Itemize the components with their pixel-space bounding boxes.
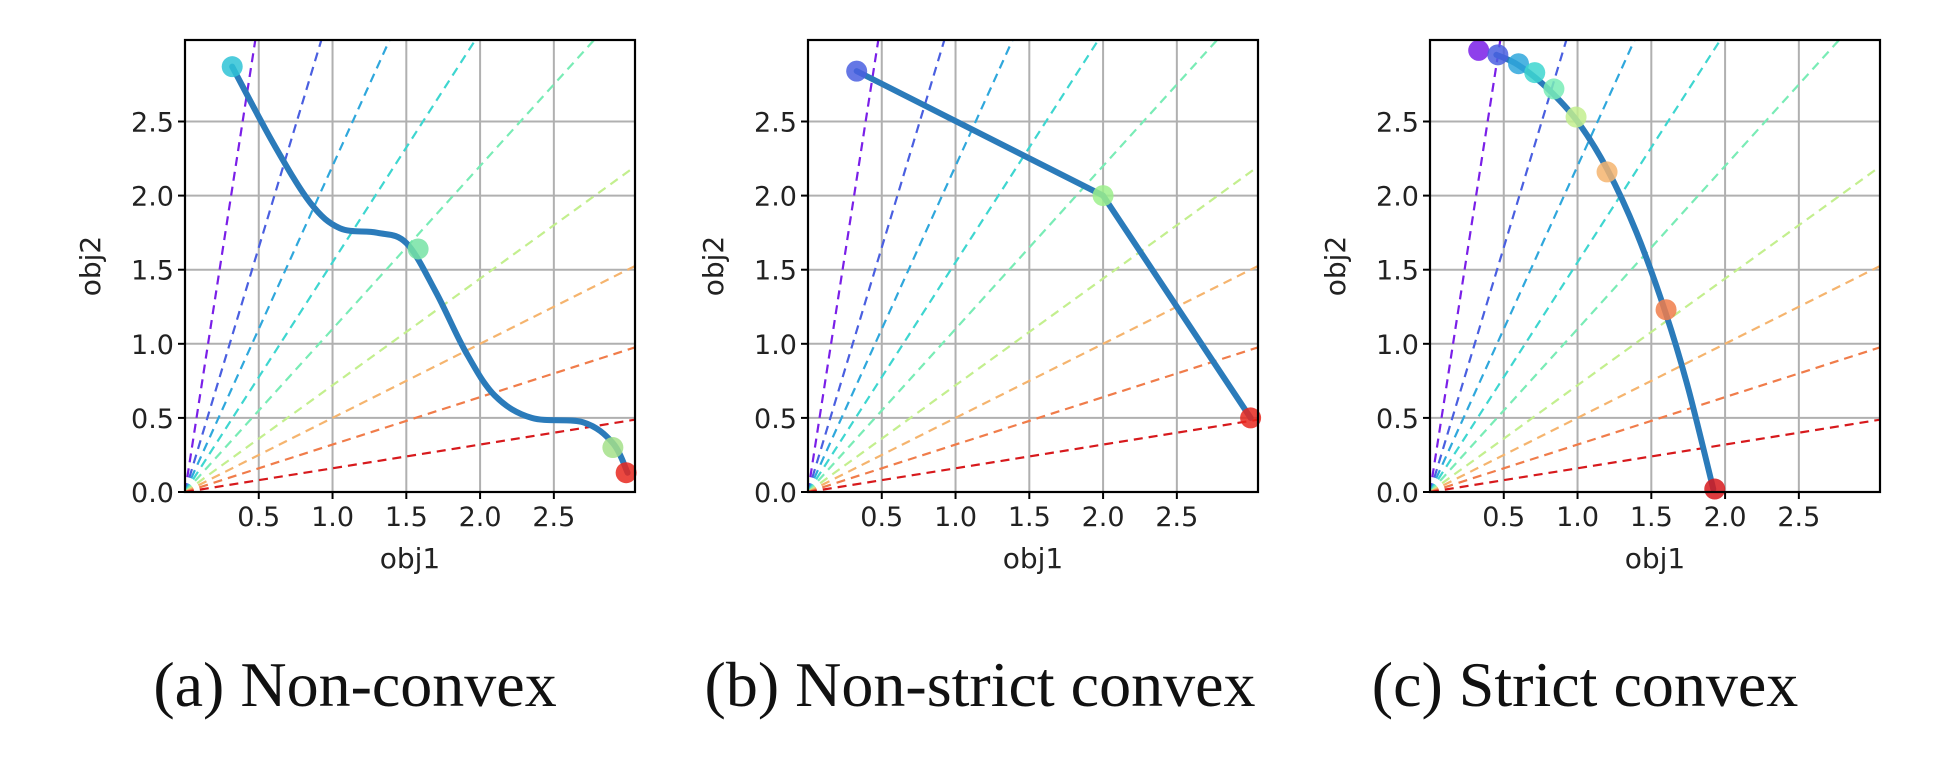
solution-point bbox=[221, 56, 243, 78]
preference-ray bbox=[185, 40, 391, 492]
solution-point bbox=[1508, 53, 1530, 75]
x-tick-label: 2.5 bbox=[1155, 502, 1198, 533]
solution-point bbox=[1092, 185, 1114, 207]
y-axis-label: obj2 bbox=[1319, 236, 1352, 297]
x-tick-label: 1.5 bbox=[1630, 502, 1673, 533]
y-tick-label: 1.5 bbox=[131, 256, 174, 287]
y-tick-label: 2.0 bbox=[131, 182, 174, 213]
panel-caption: (a) Non-convex bbox=[153, 649, 556, 720]
x-tick-label: 2.5 bbox=[1777, 502, 1820, 533]
plot-frame bbox=[183, 38, 637, 494]
preference-ray bbox=[808, 165, 1258, 492]
x-tick-label: 0.5 bbox=[860, 502, 903, 533]
preference-ray bbox=[185, 346, 635, 492]
pareto-front-curve bbox=[229, 63, 631, 476]
x-axis-label: obj1 bbox=[1625, 542, 1686, 575]
y-tick-label: 2.5 bbox=[131, 108, 174, 139]
y-tick-label: 0.0 bbox=[131, 478, 174, 509]
y-tick-label: 2.5 bbox=[754, 108, 797, 139]
solution-point bbox=[1704, 478, 1726, 500]
preference-ray bbox=[808, 418, 1258, 492]
solution-point bbox=[407, 238, 429, 260]
y-tick-label: 0.5 bbox=[131, 404, 174, 435]
preference-ray bbox=[808, 346, 1258, 492]
solution-point bbox=[1487, 44, 1509, 66]
y-tick-label: 1.0 bbox=[131, 330, 174, 361]
x-tick-label: 2.0 bbox=[459, 502, 502, 533]
preference-ray bbox=[1430, 165, 1880, 492]
x-tick-label: 0.5 bbox=[237, 502, 280, 533]
x-tick-label: 2.5 bbox=[532, 502, 575, 533]
x-axis-label: obj1 bbox=[1003, 542, 1064, 575]
solution-point bbox=[1596, 161, 1618, 183]
plot-area bbox=[808, 40, 1258, 492]
solution-point bbox=[1468, 39, 1490, 61]
y-tick-label: 0.0 bbox=[1376, 478, 1419, 509]
y-tick-label: 1.5 bbox=[754, 256, 797, 287]
x-tick-label: 1.0 bbox=[311, 502, 354, 533]
preference-ray bbox=[1430, 264, 1880, 492]
preference-ray bbox=[1430, 346, 1880, 492]
panel-c: 0.5 1.0 1.5 2.0 2.5 0.0 0.5 1.0 1.5 2.0 2.5 obj1 obj… bbox=[1319, 38, 1882, 720]
y-axis-label: obj2 bbox=[74, 236, 107, 297]
plot-frame bbox=[1428, 38, 1882, 494]
y-tick-label: 2.5 bbox=[1376, 108, 1419, 139]
x-tick-label: 1.5 bbox=[1008, 502, 1051, 533]
y-tick-label: 0.0 bbox=[754, 478, 797, 509]
panel-b: 0.5 1.0 1.5 2.0 2.5 0.0 0.5 1.0 1.5 2.0 2.5 obj1 obj… bbox=[697, 38, 1262, 720]
preference-ray bbox=[1430, 40, 1722, 492]
x-tick-label: 1.0 bbox=[1556, 502, 1599, 533]
solution-point bbox=[1655, 299, 1677, 321]
x-tick-label: 1.0 bbox=[934, 502, 977, 533]
preference-ray bbox=[185, 165, 635, 492]
panel-caption: (b) Non-strict convex bbox=[705, 649, 1256, 720]
preference-ray bbox=[808, 40, 1100, 492]
solution-point bbox=[1524, 62, 1546, 84]
solution-point bbox=[615, 462, 637, 484]
y-tick-label: 1.5 bbox=[1376, 256, 1419, 287]
preference-ray bbox=[808, 264, 1258, 492]
y-tick-label: 0.5 bbox=[1376, 404, 1419, 435]
x-axis-label: obj1 bbox=[380, 542, 441, 575]
x-tick-label: 1.5 bbox=[385, 502, 428, 533]
solution-point bbox=[1240, 407, 1262, 429]
preference-ray bbox=[1430, 40, 1636, 492]
solution-point bbox=[1543, 78, 1565, 100]
x-tick-label: 2.0 bbox=[1704, 502, 1747, 533]
solution-point bbox=[846, 60, 868, 82]
y-tick-label: 1.0 bbox=[1376, 330, 1419, 361]
preference-ray bbox=[185, 40, 477, 492]
plot-frame bbox=[806, 38, 1260, 494]
plot-area bbox=[185, 40, 635, 492]
preference-ray bbox=[185, 264, 635, 492]
solution-point bbox=[602, 437, 624, 459]
panel-caption: (c) Strict convex bbox=[1372, 649, 1799, 720]
y-tick-label: 2.0 bbox=[1376, 182, 1419, 213]
y-tick-label: 1.0 bbox=[754, 330, 797, 361]
preference-ray bbox=[808, 40, 1014, 492]
preference-ray bbox=[185, 418, 635, 492]
x-tick-label: 2.0 bbox=[1082, 502, 1125, 533]
y-tick-label: 0.5 bbox=[754, 404, 797, 435]
x-tick-label: 0.5 bbox=[1482, 502, 1525, 533]
y-tick-label: 2.0 bbox=[754, 182, 797, 213]
pareto-front-curve bbox=[853, 68, 1254, 421]
y-axis-label: obj2 bbox=[697, 236, 730, 297]
preference-ray bbox=[1430, 418, 1880, 492]
panel-a: 0.5 1.0 1.5 2.0 2.5 0.0 0.5 1.0 1.5 2.0 2.5 obj1 obj… bbox=[74, 38, 637, 720]
solution-point bbox=[1565, 106, 1587, 128]
